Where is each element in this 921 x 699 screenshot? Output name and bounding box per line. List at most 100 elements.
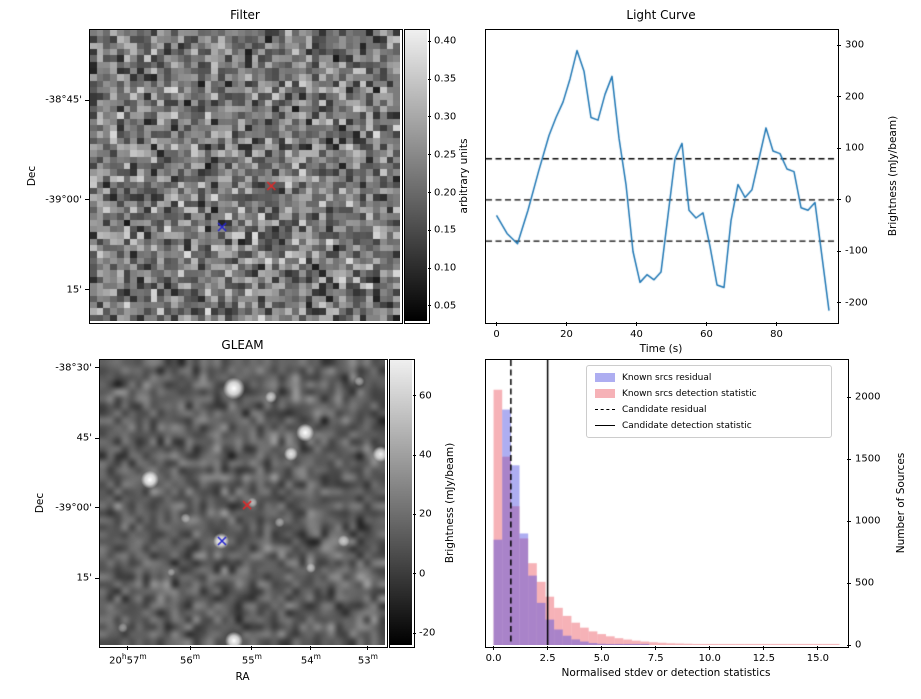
gleam-ra-tick-label: 53m	[358, 652, 378, 666]
ra-value: 54	[300, 655, 314, 667]
tick-mark	[847, 582, 851, 584]
histogram-x-tick-label: 15.0	[806, 653, 830, 664]
filter-image-canvas	[90, 30, 400, 321]
filter-colorbar-tick-label: 0.30	[434, 111, 457, 123]
lightcurve-y-tick-label: -200	[845, 297, 868, 309]
tick-mark	[95, 507, 99, 509]
filter-dec-tick-label: -39°00'	[45, 194, 82, 206]
legend-item-known-srcs-detection-statistic: Known srcs detection statistic	[595, 387, 823, 400]
legend-label: Known srcs detection statistic	[622, 388, 757, 399]
gleam-dec-tick-label: 45'	[76, 432, 92, 444]
tick-mark	[837, 96, 841, 98]
gleam-y-axis-label: Dec	[34, 492, 46, 513]
tick-mark	[636, 322, 637, 326]
legend-swatch-dashed-line	[595, 409, 615, 410]
light-curve-canvas	[486, 30, 836, 321]
lightcurve-y-tick-label: -100	[845, 245, 868, 257]
filter-colorbar-tick-label: 0.05	[434, 300, 457, 312]
tick-mark	[95, 577, 99, 579]
tick-mark	[837, 302, 841, 304]
ra-unit-superscript: h	[121, 652, 127, 661]
histogram-x-tick-label: 10.0	[698, 653, 721, 664]
histogram-y-tick-label: 1500	[855, 453, 881, 465]
gleam-title: GLEAM	[221, 338, 264, 352]
tick-mark	[837, 199, 841, 201]
ra-value: 56	[180, 655, 193, 667]
gleam-ra-tick-label: 56m	[180, 652, 200, 667]
legend-label: Candidate detection statistic	[622, 420, 752, 431]
tick-mark	[428, 116, 431, 118]
filter-colorbar-label: arbitrary units	[458, 138, 470, 213]
ra-unit-superscript: m	[313, 652, 321, 661]
lightcurve-x-tick-label: 40	[630, 329, 643, 340]
tick-mark	[367, 646, 369, 650]
gleam-colorbar-tick-label: 0	[419, 568, 426, 580]
tick-mark	[847, 458, 851, 460]
filter-colorbar-canvas	[405, 30, 427, 321]
tick-mark	[428, 154, 431, 156]
legend-swatch-blue-patch	[595, 373, 615, 382]
tick-mark	[709, 646, 711, 650]
ra-unit-superscript: m	[139, 652, 147, 661]
gleam-ra-tick-label: 54m	[300, 652, 321, 667]
legend-label: Known srcs residual	[622, 372, 712, 383]
lightcurve-x-tick-label: 20	[560, 329, 573, 340]
gleam-ra-tick-label: 20h57m	[109, 652, 147, 667]
histogram-y-tick-label: 2000	[855, 391, 881, 403]
tick-mark	[189, 646, 191, 650]
filter-title: Filter	[230, 8, 260, 22]
tick-mark	[428, 305, 431, 307]
tick-mark	[837, 44, 841, 46]
tick-mark	[837, 147, 841, 149]
filter-colorbar-tick-label: 0.20	[434, 187, 457, 198]
histogram-x-tick-label: 5.0	[593, 653, 610, 664]
tick-mark	[428, 40, 431, 42]
gleam-dec-tick-label: 15'	[76, 572, 92, 584]
histogram-x-axis-label: Normalised stdev or detection statistics	[561, 667, 771, 679]
tick-mark	[655, 646, 657, 650]
light-curve-y-axis-label: Brightness (mJy/beam)	[887, 115, 899, 236]
tick-mark	[85, 199, 89, 201]
tick-mark	[428, 229, 431, 231]
filter-colorbar-tick-label: 0.15	[434, 224, 457, 236]
tick-mark	[763, 646, 765, 650]
lightcurve-y-tick-label: 100	[845, 142, 865, 154]
tick-mark	[127, 646, 129, 650]
tick-mark	[85, 99, 89, 101]
tick-mark	[85, 289, 89, 291]
histogram-y-axis-label: Number of Sources	[895, 452, 907, 553]
light-curve-x-axis-label: Time (s)	[639, 343, 683, 355]
lightcurve-y-tick-label: 300	[845, 39, 865, 51]
lightcurve-x-tick-label: 80	[770, 329, 783, 340]
tick-mark	[95, 367, 99, 369]
gleam-colorbar-tick-label: 20	[419, 508, 432, 520]
gleam-dec-tick-label: -38°30'	[55, 362, 92, 374]
lightcurve-x-tick-label: 0	[493, 329, 500, 340]
filter-colorbar-tick-label: 0.25	[434, 149, 457, 161]
gleam-ra-tick-label: 55m	[242, 652, 262, 666]
tick-mark	[251, 646, 253, 650]
tick-mark	[413, 454, 416, 456]
gleam-image-canvas	[100, 360, 385, 645]
tick-mark	[493, 646, 495, 650]
histogram-y-tick-label: 500	[855, 577, 875, 589]
ra-unit-superscript: m	[254, 652, 262, 661]
filter-colorbar-tick-label: 0.10	[434, 262, 457, 274]
tick-mark	[95, 437, 99, 439]
lightcurve-x-tick-label: 60	[700, 329, 713, 340]
tick-mark	[413, 632, 416, 634]
tick-mark	[847, 644, 851, 646]
ra-unit-superscript: m	[370, 652, 378, 661]
gleam-x-axis-label: RA	[235, 671, 250, 683]
filter-colorbar-tick-label: 0.40	[434, 35, 457, 47]
legend: Known srcs residual Known srcs detection…	[586, 365, 832, 438]
tick-mark	[413, 513, 416, 515]
tick-mark	[847, 396, 851, 398]
tick-mark	[601, 646, 603, 650]
tick-mark	[817, 646, 819, 650]
ra-value: 20	[109, 655, 122, 667]
light-curve-title: Light Curve	[626, 8, 696, 22]
gleam-colorbar-label: Brightness (mJy/beam)	[444, 442, 456, 563]
filter-dec-tick-label: -38°45'	[45, 94, 82, 106]
